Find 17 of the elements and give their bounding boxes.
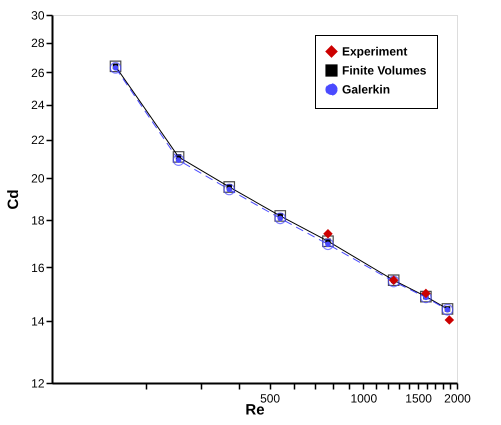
legend-label: Experiment [342, 44, 408, 58]
x-tick-label: 2000 [444, 392, 472, 406]
x-tick-label: 1500 [405, 392, 432, 406]
y-tick-label: 16 [31, 260, 45, 275]
legend-label: Finite Volumes [342, 64, 427, 78]
y-tick-label: 22 [31, 133, 45, 148]
legend-label: Galerkin [342, 82, 390, 96]
y-tick-label: 28 [31, 36, 45, 50]
y-tick-label: 20 [31, 171, 45, 186]
y-tick-label: 18 [31, 214, 45, 228]
y-tick-label: 30 [31, 8, 45, 22]
y-tick-label: 26 [31, 66, 45, 80]
y-tick-label: 14 [31, 314, 45, 329]
x-tick-label: 1000 [350, 392, 378, 406]
y-axis-title: Cd [5, 190, 22, 210]
y-tick-label: 12 [31, 376, 45, 390]
y-tick-label: 24 [31, 98, 45, 112]
